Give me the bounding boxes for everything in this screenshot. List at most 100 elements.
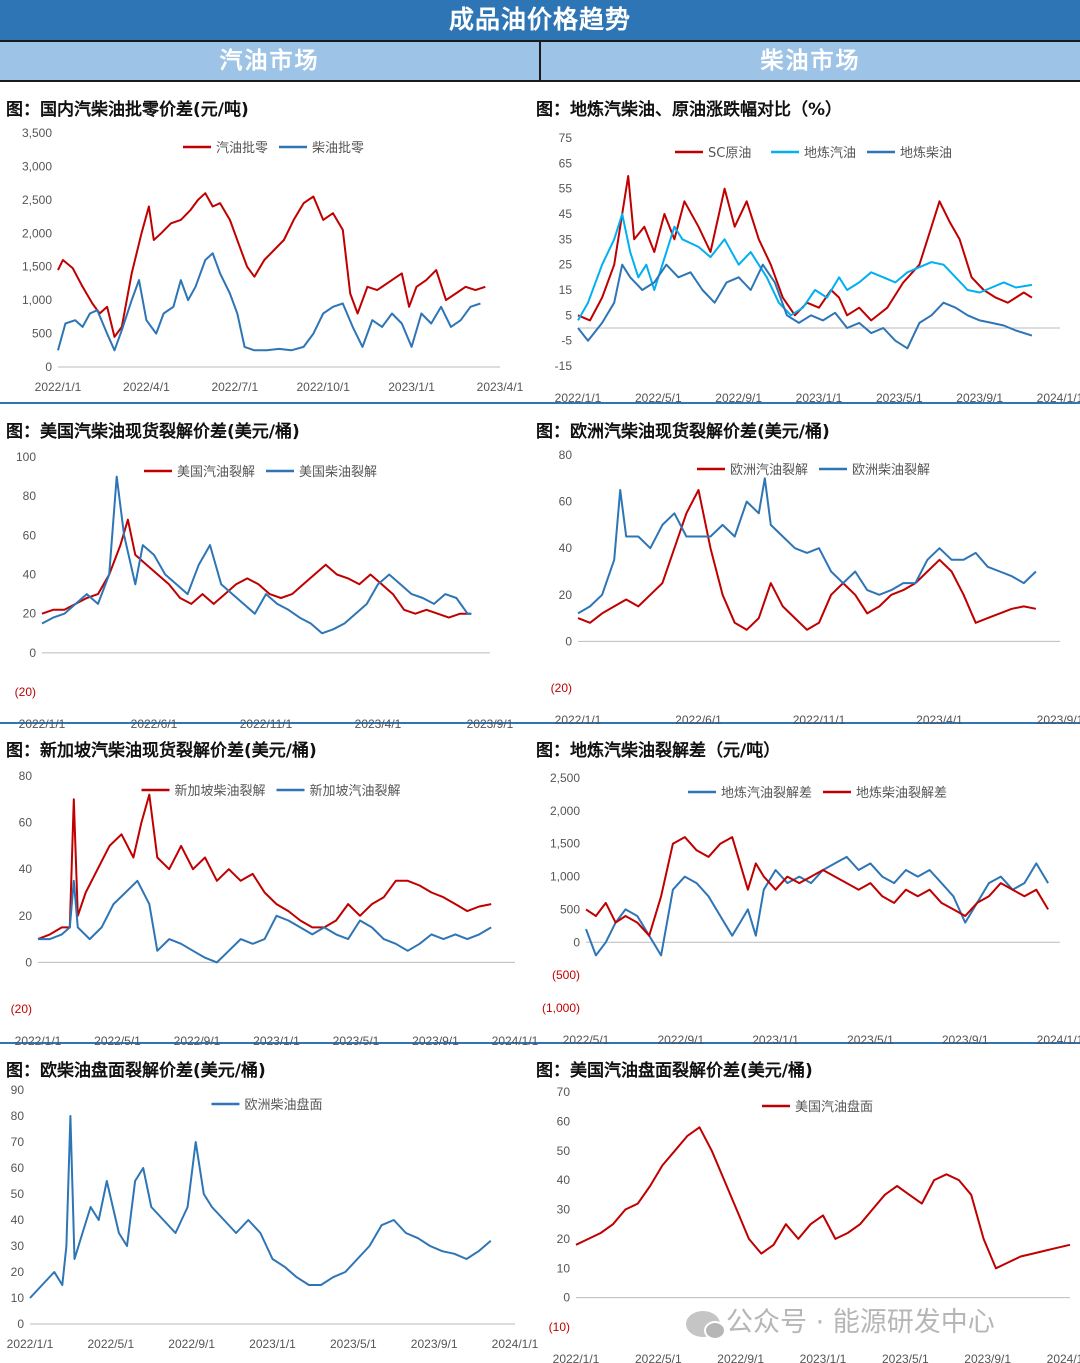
x-tick-label: 2024/1/1 (1037, 1033, 1080, 1047)
legend-label: 地炼柴油裂解差 (856, 786, 947, 801)
y-tick-label: 25 (559, 258, 573, 272)
x-tick-label: 2022/1/1 (555, 391, 602, 405)
y-tick-label: 100 (16, 450, 36, 464)
y-tick-label: 30 (557, 1203, 571, 1217)
y-tick-label: 0 (17, 1317, 24, 1331)
y-tick-label: 20 (559, 588, 573, 602)
series-line (41, 475, 472, 635)
x-tick-label: 2023/1/1 (249, 1337, 296, 1351)
y-tick-label: 2,500 (550, 771, 580, 785)
x-tick-label: 2023/5/1 (333, 1034, 380, 1048)
x-tick-label: 2022/6/1 (675, 713, 722, 727)
y-tick-label: 60 (23, 528, 37, 542)
chart-eu-diesel-futures: 0 10 20 30 40 50 60 70 80 90 2022/1/1 2022/5/1 2022/… (7, 1083, 539, 1351)
x-tick-label: 2023/1/1 (796, 391, 843, 405)
y-tick-label: 3,000 (22, 159, 52, 173)
legend-label: 欧洲汽油裂解 (730, 463, 808, 478)
row-separator (0, 1042, 1080, 1044)
y-tick-label: 80 (19, 769, 33, 783)
chart-panel-sg-crack: 图：新加坡汽柴油现货裂解价差(美元/桶) (20) 0 20 40 60 80 2022/1… (0, 736, 539, 1048)
y-tick-label: 500 (32, 327, 52, 341)
y-tick-label: 1,000 (22, 293, 52, 307)
x-tick-label: 2023/4/1 (355, 717, 402, 731)
x-tick-label: 2023/5/1 (876, 391, 923, 405)
y-tick-label: 1,500 (22, 260, 52, 274)
x-tick-label: 2024/1/1 (492, 1034, 539, 1048)
series-line (575, 1126, 1071, 1270)
y-tick-label: 45 (559, 207, 573, 221)
y-tick-label: 10 (11, 1291, 25, 1305)
y-tick-label: 15 (559, 283, 573, 297)
y-tick-label: 5 (565, 308, 572, 322)
y-tick-label: 3,500 (22, 126, 52, 140)
chart-title: 图：地炼汽柴油、原油涨跌幅对比（%） (536, 100, 843, 120)
y-tick-label: 50 (11, 1187, 25, 1201)
y-tick-label: (20) (15, 685, 36, 699)
y-tick-label: 80 (23, 489, 37, 503)
chart-local-crack: (1,000) (500) 0 500 1,000 1,500 2,000 2,500 2022… (542, 771, 1080, 1047)
y-tick-label: 50 (557, 1144, 571, 1158)
legend-label: 柴油批零 (312, 141, 364, 156)
legend-label: 欧洲柴油裂解 (852, 463, 930, 478)
y-tick-label: 0 (25, 955, 32, 969)
series-line (57, 192, 486, 338)
series-line (41, 518, 472, 619)
row-separator (0, 722, 1080, 724)
x-tick-label: 2022/7/1 (211, 380, 258, 394)
y-tick-label: 0 (29, 646, 36, 660)
y-tick-label: 40 (559, 541, 573, 555)
watermark-text: 公众号 · 能源研发中心 (726, 1307, 995, 1338)
x-tick-label: 2023/5/1 (847, 1033, 894, 1047)
watermark: 公众号 · 能源研发中心 (686, 1300, 995, 1340)
x-tick-label: 2024/1/1 (1047, 1352, 1080, 1363)
x-tick-label: 2022/5/1 (635, 391, 682, 405)
chart-title: 图：地炼汽柴油裂解差（元/吨） (536, 741, 781, 761)
y-tick-label: 20 (11, 1265, 25, 1279)
y-tick-label: 70 (557, 1085, 571, 1099)
chart-title: 图：新加坡汽柴油现货裂解价差(美元/桶) (6, 741, 317, 761)
gasoline-market-header: 汽油市场 (0, 42, 541, 80)
y-tick-label: -5 (561, 334, 572, 348)
y-tick-label: 35 (559, 232, 573, 246)
y-tick-label: 60 (557, 1114, 571, 1128)
x-tick-label: 2024/1/1 (492, 1337, 539, 1351)
diesel-market-header: 柴油市场 (541, 42, 1080, 80)
y-tick-label: 500 (560, 902, 580, 916)
x-tick-label: 2023/9/1 (411, 1337, 458, 1351)
chart-title: 图：美国汽油盘面裂解价差(美元/桶) (536, 1061, 813, 1081)
y-tick-label: (20) (11, 1002, 32, 1016)
series-line (585, 855, 1049, 957)
x-tick-label: 2022/1/1 (35, 380, 82, 394)
chart-title: 图：国内汽柴油批零价差(元/吨) (6, 100, 249, 120)
page-title: 成品油价格趋势 (0, 0, 1080, 40)
x-tick-label: 2022/10/1 (297, 380, 351, 394)
x-tick-label: 2023/4/1 (477, 380, 524, 394)
y-tick-label: 75 (559, 131, 573, 145)
y-tick-label: (1,000) (542, 1001, 580, 1015)
chart-title: 图：欧洲汽柴油现货裂解价差(美元/桶) (536, 422, 830, 442)
x-tick-label: 2023/9/1 (467, 717, 514, 731)
y-tick-label: 30 (11, 1239, 25, 1253)
row-separator (0, 402, 1080, 404)
x-tick-label: 2023/9/1 (964, 1352, 1011, 1363)
x-tick-label: 2022/5/1 (87, 1337, 134, 1351)
legend-label: 美国柴油裂解 (299, 465, 377, 480)
y-tick-label: 10 (557, 1261, 571, 1275)
x-tick-label: 2022/9/1 (174, 1034, 221, 1048)
y-tick-label: 0 (573, 935, 580, 949)
x-tick-label: 2022/9/1 (715, 391, 762, 405)
x-tick-label: 2022/9/1 (717, 1352, 764, 1363)
x-tick-label: 2022/1/1 (555, 713, 602, 727)
x-tick-label: 2022/6/1 (131, 717, 178, 731)
x-tick-label: 2022/4/1 (123, 380, 170, 394)
x-tick-label: 2022/9/1 (168, 1337, 215, 1351)
y-tick-label: 60 (559, 495, 573, 509)
x-tick-label: 2022/1/1 (553, 1352, 600, 1363)
y-tick-label: 2,000 (550, 804, 580, 818)
series-line (37, 793, 492, 941)
y-tick-label: 55 (559, 182, 573, 196)
y-tick-label: 20 (23, 607, 37, 621)
y-tick-label: -15 (555, 359, 573, 373)
legend-label: 地炼柴油 (900, 146, 952, 161)
chart-change-compare: -15 -5 5 15 25 35 45 55 65 75 2022/1/1 2022/5/1 2022… (555, 131, 1080, 405)
